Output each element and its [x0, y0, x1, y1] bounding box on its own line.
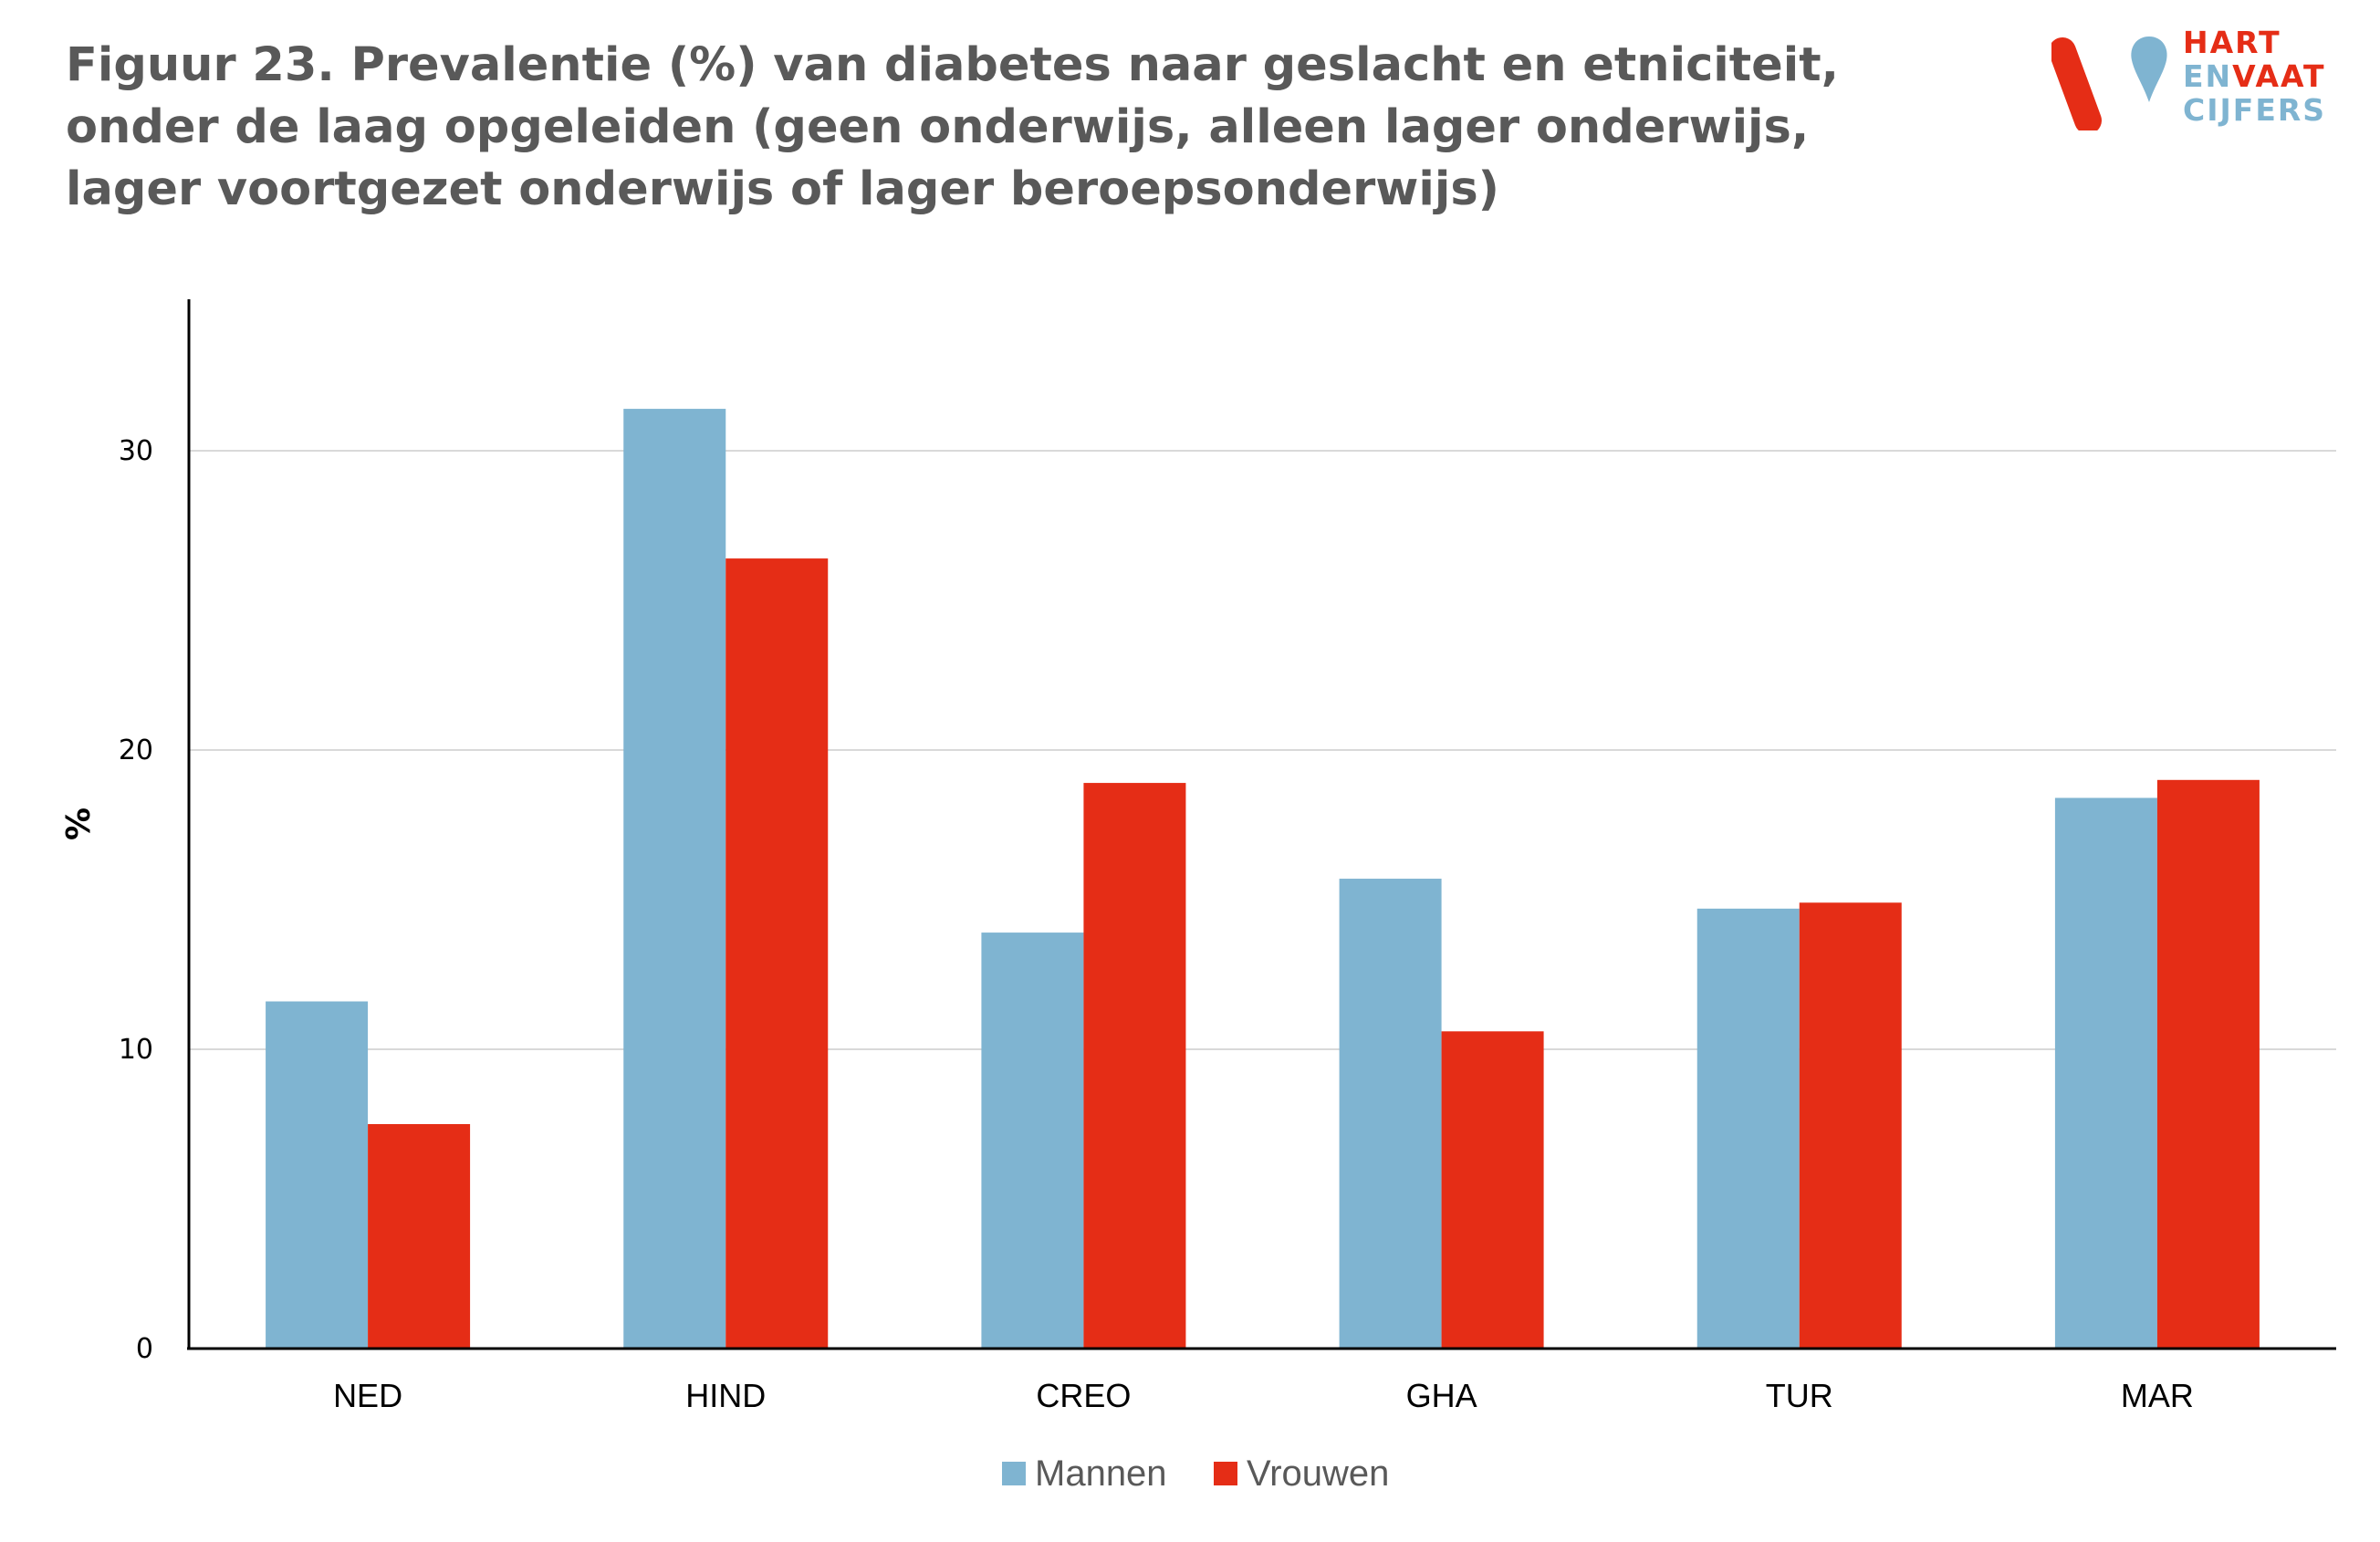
logo-line-2b: VAAT — [2232, 58, 2326, 94]
y-tick-label: 30 — [119, 435, 153, 467]
bar-vrouwen-hind — [725, 558, 829, 1349]
legend-label-mannen: Mannen — [1035, 1453, 1167, 1494]
x-tick-label: TUR — [1766, 1377, 1833, 1414]
x-tick-label: GHA — [1406, 1377, 1477, 1414]
bar-vrouwen-tur — [1799, 902, 1902, 1349]
bar-vrouwen-ned — [368, 1124, 471, 1349]
bar-mannen-ned — [266, 1001, 369, 1349]
legend-swatch-mannen — [1002, 1462, 1026, 1485]
bar-mannen-creo — [981, 932, 1084, 1349]
logo-line-2: ENVAAT — [2183, 59, 2326, 93]
chart-title: Figuur 23. Prevalentie (%) van diabetes … — [66, 38, 1839, 216]
x-tick-label: HIND — [685, 1377, 766, 1414]
bar-mannen-tur — [1696, 908, 1800, 1349]
x-tick-label: CREO — [1036, 1377, 1131, 1414]
bar-mannen-gha — [1339, 879, 1442, 1349]
logo-line-1: HART — [2183, 25, 2281, 60]
bar-mannen-mar — [2054, 797, 2157, 1349]
logo-line-2a: EN — [2183, 58, 2233, 94]
y-axis-label: % — [60, 807, 98, 840]
logo-icon — [2051, 36, 2167, 130]
bar-vrouwen-mar — [2156, 779, 2260, 1349]
bar-mannen-hind — [623, 409, 726, 1349]
y-tick-label: 10 — [119, 1034, 153, 1066]
logo-line-3: CIJFERS — [2183, 92, 2327, 128]
bar-vrouwen-creo — [1083, 783, 1186, 1349]
x-tick-label: MAR — [2121, 1377, 2194, 1414]
y-tick-label: 0 — [136, 1333, 153, 1365]
y-tick-label: 20 — [119, 735, 153, 766]
legend-label-vrouwen: Vrouwen — [1247, 1453, 1389, 1494]
legend-swatch-vrouwen — [1214, 1462, 1237, 1485]
logo-text: HART ENVAAT CIJFERS — [2183, 26, 2326, 127]
x-tick-label: NED — [333, 1377, 402, 1414]
bar-vrouwen-gha — [1441, 1031, 1544, 1349]
